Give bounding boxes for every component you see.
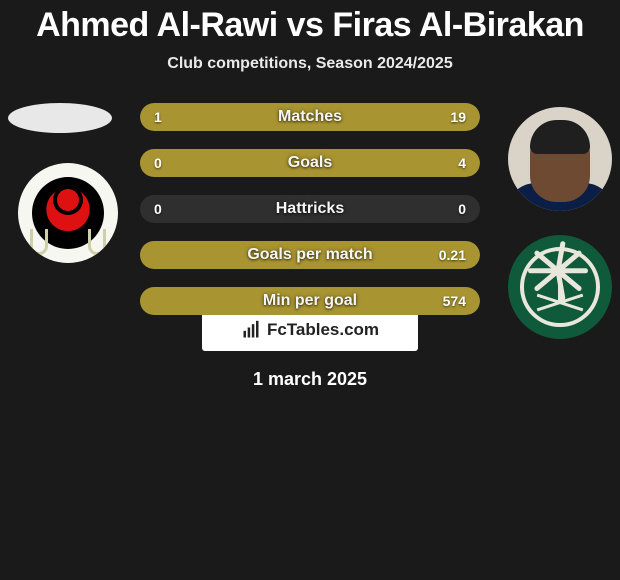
stat-value-left: 0 [154, 149, 162, 177]
stat-label: Hattricks [140, 195, 480, 223]
stat-value-right: 0 [458, 195, 466, 223]
page-title: Ahmed Al-Rawi vs Firas Al-Birakan [0, 0, 620, 45]
stat-value-right: 0.21 [439, 241, 466, 269]
stat-label: Min per goal [140, 287, 480, 315]
stat-value-right: 19 [450, 103, 466, 131]
stat-label: Goals [140, 149, 480, 177]
stat-row: Min per goal574 [140, 287, 480, 315]
stat-value-right: 574 [443, 287, 466, 315]
stat-row: Goals per match0.21 [140, 241, 480, 269]
date-label: 1 march 2025 [0, 369, 620, 390]
stat-bars: Matches119Goals04Hattricks00Goals per ma… [140, 103, 480, 333]
stat-label: Matches [140, 103, 480, 131]
stat-value-left: 0 [154, 195, 162, 223]
stat-label: Goals per match [140, 241, 480, 269]
stat-value-right: 4 [458, 149, 466, 177]
player-left-avatar [8, 103, 112, 133]
club-right-crest [508, 235, 612, 339]
stat-value-left: 1 [154, 103, 162, 131]
stat-row: Goals0 4 [140, 149, 480, 177]
player-right-avatar [508, 107, 612, 211]
stat-row: Matches1 19 [140, 103, 480, 131]
club-left-crest [18, 163, 118, 263]
subtitle: Club competitions, Season 2024/2025 [0, 55, 620, 73]
stat-row: Hattricks0 0 [140, 195, 480, 223]
